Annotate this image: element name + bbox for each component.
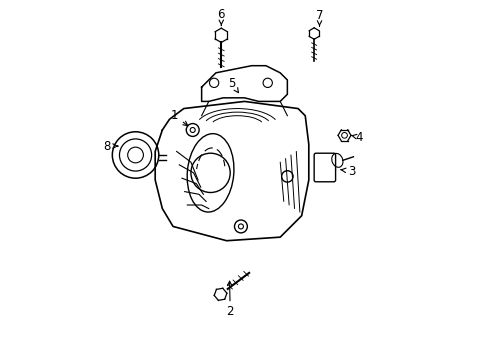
Text: 1: 1: [171, 109, 178, 122]
Text: 6: 6: [217, 9, 224, 22]
Text: 8: 8: [103, 140, 110, 153]
Text: 4: 4: [354, 131, 362, 144]
Text: 7: 7: [315, 9, 323, 22]
Text: 3: 3: [347, 165, 355, 177]
Text: 5: 5: [228, 77, 235, 90]
Text: 2: 2: [226, 305, 233, 318]
